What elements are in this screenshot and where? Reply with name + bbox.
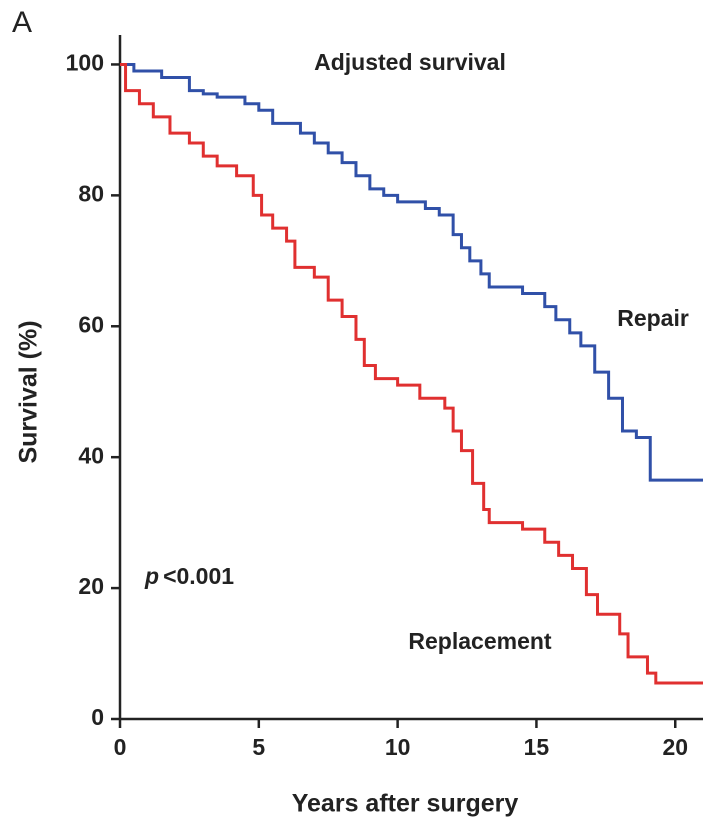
x-tick-label: 5 [252, 734, 265, 760]
y-tick-label: 0 [91, 704, 104, 730]
y-tick-label: 100 [66, 50, 104, 76]
x-tick-label: 10 [385, 734, 411, 760]
x-axis-label: Years after surgery [292, 790, 519, 818]
p-symbol: p [144, 563, 159, 589]
survival-curve [120, 62, 703, 482]
x-tick-label: 0 [114, 734, 127, 760]
y-tick-label: 60 [78, 311, 104, 337]
p-value: p <0.001 [144, 563, 234, 589]
y-tick-label: 40 [78, 442, 104, 468]
p-text: <0.001 [163, 563, 234, 589]
x-tick-label: 15 [524, 734, 550, 760]
chart-title: Adjusted survival [314, 49, 506, 75]
panel-label: A [12, 6, 32, 39]
x-tick-label: 20 [662, 734, 688, 760]
series-label: Replacement [408, 628, 552, 654]
y-tick-label: 20 [78, 573, 104, 599]
series-label: Repair [617, 305, 689, 331]
y-axis-label: Survival (%) [15, 320, 43, 463]
survival-curve [120, 62, 703, 685]
y-tick-label: 80 [78, 180, 104, 206]
